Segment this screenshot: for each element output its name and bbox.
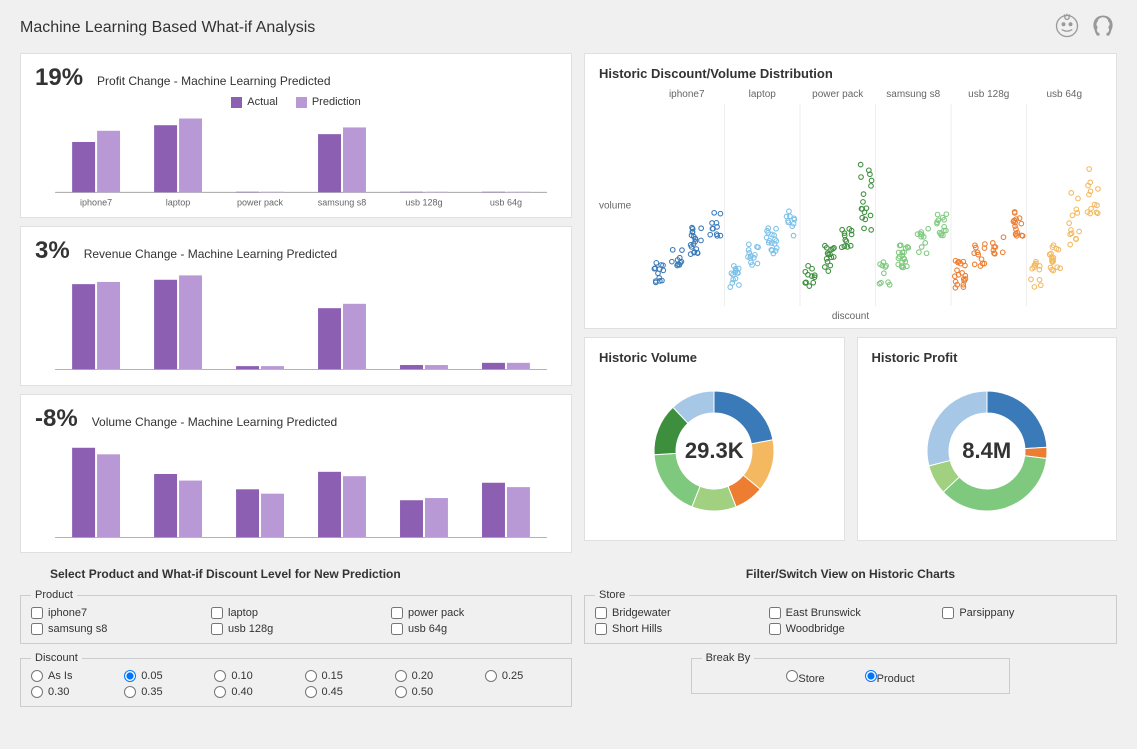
revenue-pct: 3% (35, 237, 70, 265)
product-checkbox-input[interactable] (31, 623, 43, 635)
page-title: Machine Learning Based What-if Analysis (20, 19, 315, 37)
svg-text:iphone7: iphone7 (80, 197, 112, 207)
discount-radio-input[interactable] (305, 686, 317, 698)
store-checkbox[interactable]: Short Hills (595, 623, 759, 635)
product-checkbox[interactable]: iphone7 (31, 607, 201, 619)
product-checkbox-input[interactable] (211, 623, 223, 635)
product-checkbox[interactable]: power pack (391, 607, 561, 619)
discount-radio-input[interactable] (31, 670, 43, 682)
scatter-ylabel: volume (599, 200, 631, 211)
volume-title: Volume Change - Machine Learning Predict… (92, 415, 337, 429)
discount-radio[interactable]: 0.45 (305, 686, 381, 698)
breakby-radio[interactable]: Store (786, 670, 824, 685)
donut-profit-center: 8.4M (962, 438, 1011, 464)
discount-radio[interactable]: 0.50 (395, 686, 471, 698)
store-checkbox[interactable]: Bridgewater (595, 607, 759, 619)
scatter-col-label: samsung s8 (876, 89, 952, 100)
svg-text:usb 64g: usb 64g (490, 197, 522, 207)
discount-radio-input[interactable] (124, 670, 136, 682)
discount-radio-input[interactable] (395, 686, 407, 698)
controls-right-heading: Filter/Switch View on Historic Charts (584, 567, 1117, 581)
historic-profit-panel: Historic Profit 8.4M (857, 337, 1118, 541)
discount-radio-input[interactable] (395, 670, 407, 682)
discount-radio[interactable]: 0.10 (214, 670, 290, 682)
revenue-change-panel: 3% Revenue Change - Machine Learning Pre… (20, 226, 572, 385)
profit-pct: 19% (35, 64, 83, 92)
donut-profit-title: Historic Profit (872, 350, 1103, 365)
discount-radio-input[interactable] (485, 670, 497, 682)
product-fieldset: Product iphone7 laptop power pack samsung s… (20, 589, 572, 644)
discount-radio[interactable]: 0.35 (124, 686, 200, 698)
discount-radio[interactable]: 0.25 (485, 670, 561, 682)
discount-fieldset: Discount As Is 0.05 0.10 0.15 0.20 0.25 0.30 0.… (20, 652, 572, 707)
scatter-panel: Historic Discount/Volume Distribution ip… (584, 53, 1117, 329)
brain-icon[interactable] (1089, 12, 1117, 43)
discount-radio[interactable]: 0.20 (395, 670, 471, 682)
product-checkbox[interactable]: usb 128g (211, 623, 381, 635)
discount-radio[interactable]: As Is (31, 670, 110, 682)
discount-radio-input[interactable] (124, 686, 136, 698)
discount-radio[interactable]: 0.15 (305, 670, 381, 682)
volume-change-panel: -8% Volume Change - Machine Learning Pre… (20, 394, 572, 553)
product-checkbox-input[interactable] (31, 607, 43, 619)
svg-text:laptop: laptop (166, 197, 191, 207)
discount-radio[interactable]: 0.05 (124, 670, 200, 682)
store-checkbox[interactable]: East Brunswick (769, 607, 933, 619)
scatter-col-label: power pack (800, 89, 876, 100)
store-checkbox-input[interactable] (769, 623, 781, 635)
volume-bar-chart (35, 433, 557, 543)
store-checkbox-input[interactable] (942, 607, 954, 619)
product-checkbox-input[interactable] (391, 607, 403, 619)
gear-brain-icon[interactable] (1053, 12, 1081, 43)
svg-text:samsung s8: samsung s8 (318, 197, 367, 207)
store-fieldset: Store Bridgewater East Brunswick Parsippan… (584, 589, 1117, 644)
profit-title: Profit Change - Machine Learning Predict… (97, 74, 330, 88)
donut-volume-title: Historic Volume (599, 350, 830, 365)
store-checkbox[interactable]: Woodbridge (769, 623, 933, 635)
product-checkbox-input[interactable] (391, 623, 403, 635)
svg-text:power pack: power pack (237, 197, 284, 207)
product-checkbox[interactable]: laptop (211, 607, 381, 619)
product-legend: Product (31, 589, 77, 601)
scatter-col-label: usb 128g (951, 89, 1027, 100)
discount-radio-input[interactable] (214, 686, 226, 698)
discount-radio-input[interactable] (305, 670, 317, 682)
scatter-col-label: iphone7 (649, 89, 725, 100)
revenue-title: Revenue Change - Machine Learning Predic… (84, 247, 338, 261)
store-legend: Store (595, 589, 629, 601)
profit-bar-chart: iphone7 laptop power pack samsung s8 usb 128… (35, 108, 557, 208)
profit-change-panel: 19% Profit Change - Machine Learning Pre… (20, 53, 572, 218)
discount-radio[interactable]: 0.30 (31, 686, 110, 698)
store-checkbox-input[interactable] (595, 623, 607, 635)
breakby-fieldset: Break By Store Product (691, 652, 1011, 694)
product-checkbox-input[interactable] (211, 607, 223, 619)
breakby-radio-input[interactable] (865, 670, 877, 682)
store-checkbox-input[interactable] (595, 607, 607, 619)
scatter-xlabel: discount (599, 311, 1102, 322)
breakby-radio[interactable]: Product (865, 670, 915, 685)
breakby-legend: Break By (702, 652, 755, 664)
discount-legend: Discount (31, 652, 82, 664)
store-checkbox-input[interactable] (769, 607, 781, 619)
discount-radio-input[interactable] (31, 686, 43, 698)
product-checkbox[interactable]: samsung s8 (31, 623, 201, 635)
scatter-chart (649, 104, 1102, 306)
revenue-bar-chart (35, 265, 557, 375)
scatter-title: Historic Discount/Volume Distribution (599, 66, 1102, 81)
discount-radio[interactable]: 0.40 (214, 686, 290, 698)
controls-left-heading: Select Product and What-if Discount Leve… (50, 567, 572, 581)
store-checkbox[interactable]: Parsippany (942, 607, 1106, 619)
discount-radio-input[interactable] (214, 670, 226, 682)
historic-volume-panel: Historic Volume 29.3K (584, 337, 845, 541)
volume-pct: -8% (35, 405, 78, 433)
svg-text:usb 128g: usb 128g (405, 197, 442, 207)
product-checkbox[interactable]: usb 64g (391, 623, 561, 635)
breakby-radio-input[interactable] (786, 670, 798, 682)
donut-volume-center: 29.3K (685, 438, 744, 464)
scatter-col-label: usb 64g (1027, 89, 1103, 100)
scatter-col-label: laptop (725, 89, 801, 100)
profit-legend: Actual Prediction (35, 96, 557, 108)
